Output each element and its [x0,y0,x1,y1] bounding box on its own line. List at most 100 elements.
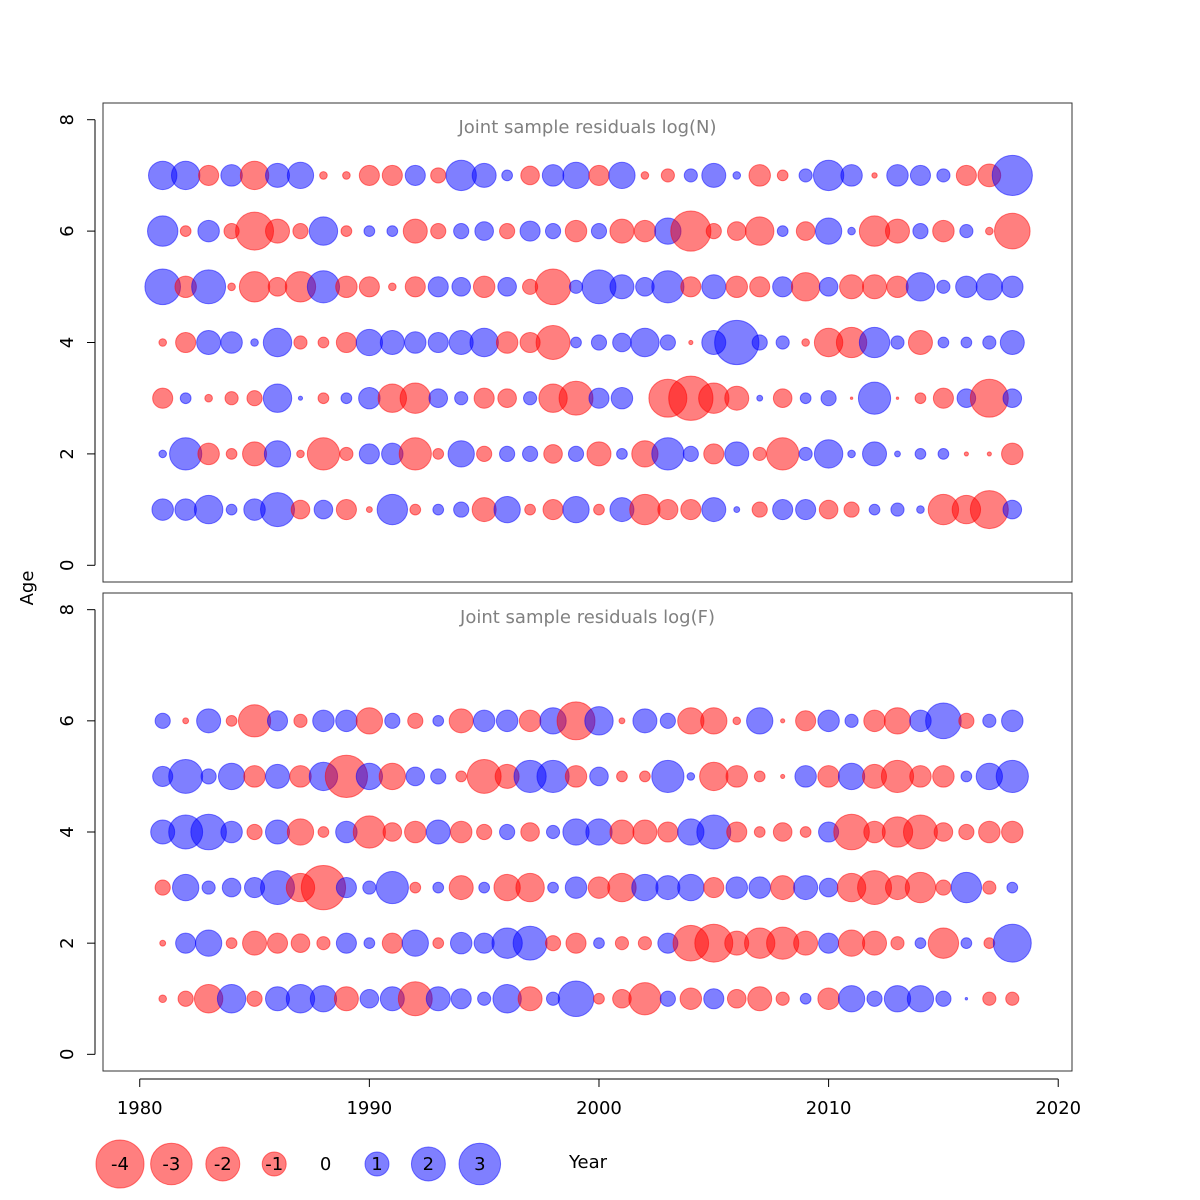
bubble [886,164,909,187]
bubble [534,268,572,306]
bubble [590,334,608,351]
bubble [593,503,605,516]
bubble [407,712,424,729]
bubble [701,274,727,300]
bubble [451,277,472,297]
bubble [306,437,341,471]
bubble [238,271,271,303]
bubble [375,870,409,905]
bubble [963,451,969,457]
y-tick-label: 0 [57,560,78,571]
bubble [616,770,628,783]
bubble [567,445,585,462]
bubble [478,881,491,894]
bubble [520,165,540,186]
bubble [172,873,200,902]
bubble [933,822,954,842]
bubble [317,826,330,838]
bubble [399,382,431,414]
bubble [772,388,793,408]
bubble [425,819,451,845]
bubble [818,499,839,520]
bubble [793,930,819,956]
bubble [221,877,242,898]
bubble [499,823,516,841]
bubble [381,932,403,954]
bubble [818,877,839,898]
bubble [335,932,357,954]
bubble [535,325,571,360]
bubble [151,498,174,521]
bubble [1005,991,1020,1006]
bubble [914,937,927,950]
bubble [799,826,812,838]
legend-label: 0 [320,1154,331,1175]
bubble [847,226,856,236]
bubble [342,171,351,180]
bubble [564,219,588,243]
bubble [883,707,912,735]
bubble [430,223,447,240]
bubble [912,223,929,240]
bubble [677,707,705,735]
bubble [520,822,540,842]
bubble [175,331,197,354]
bubble [651,437,685,471]
legend-label: -4 [111,1154,129,1175]
bubble [748,876,771,899]
bubble [308,216,339,246]
bubble [753,770,766,783]
bubble [474,221,494,241]
bubble [795,499,817,521]
bubble [523,391,538,406]
bubble [609,819,635,845]
bubble [547,881,559,894]
bubble [362,880,377,895]
bubble [196,708,222,734]
bubble [432,881,445,894]
bubble [194,929,223,957]
bubble [995,759,1029,794]
bubble [290,499,311,520]
bubble [585,818,613,846]
bubble [849,396,854,400]
bubble [780,773,786,779]
bubble [683,168,698,183]
legend-label: -3 [162,1154,180,1175]
bubble [225,503,238,516]
bubble [432,937,445,950]
bubble [319,171,328,180]
bubble [448,875,474,901]
bubble [895,396,900,400]
bubble [409,503,422,516]
bubble [584,706,614,736]
bubble [904,871,937,904]
bubble [518,709,542,733]
bubble [242,441,268,467]
bubble [495,709,519,733]
bubble [363,225,376,237]
bubble [659,334,676,351]
bubble [358,276,380,298]
bubble [696,814,732,850]
bubble [404,276,426,298]
x-tick-label: 2010 [806,1098,852,1119]
bubble [401,929,429,957]
bubble [588,387,610,409]
bubble [670,210,712,252]
bubble [799,392,812,405]
bubble [262,383,293,413]
bubble [680,276,702,298]
bubble [493,495,521,524]
bubble [843,501,860,518]
bubble [179,225,192,237]
bubble [499,223,516,240]
bubble [935,990,952,1007]
bubble [914,392,927,405]
bubble [868,503,881,516]
bubble [216,984,247,1014]
bubble [629,493,661,526]
bubble [586,441,612,467]
bubble [263,440,292,468]
